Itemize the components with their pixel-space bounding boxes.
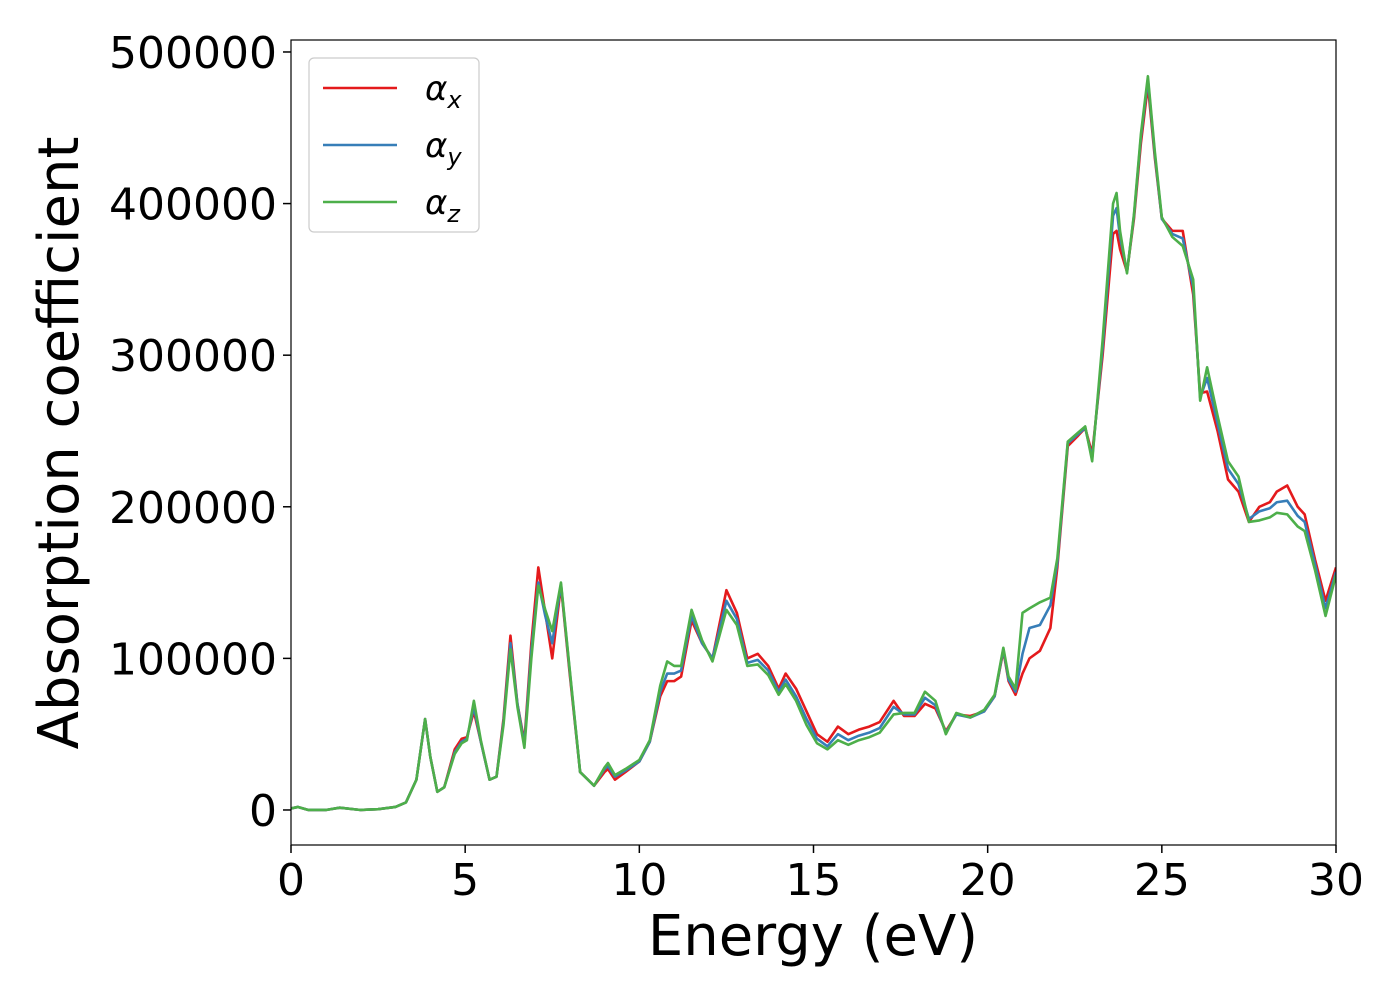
y-tick-label: 500000 [109,28,277,79]
y-tick-label: 400000 [109,180,277,231]
plot-frame [290,39,1337,846]
x-tick-label: 15 [786,855,842,906]
y-tick-label: 200000 [109,483,277,534]
legend-label: αy [425,126,462,171]
legend-label: αx [425,69,462,114]
y-tick-label: 300000 [109,331,277,382]
legend-label: αz [425,183,461,228]
x-tick-label: 20 [960,855,1016,906]
x-tick-label: 0 [277,855,305,906]
x-tick-label: 25 [1134,855,1190,906]
x-axis-label: Energy (eV) [648,904,978,969]
y-tick-label: 100000 [109,634,277,685]
series-line [291,74,1336,812]
x-tick-label: 5 [451,855,479,906]
y-axis-label: Absorption coefficient [27,137,92,750]
x-tick-label: 30 [1308,855,1364,906]
x-tick-label: 10 [611,855,667,906]
y-tick-label: 0 [249,786,277,837]
